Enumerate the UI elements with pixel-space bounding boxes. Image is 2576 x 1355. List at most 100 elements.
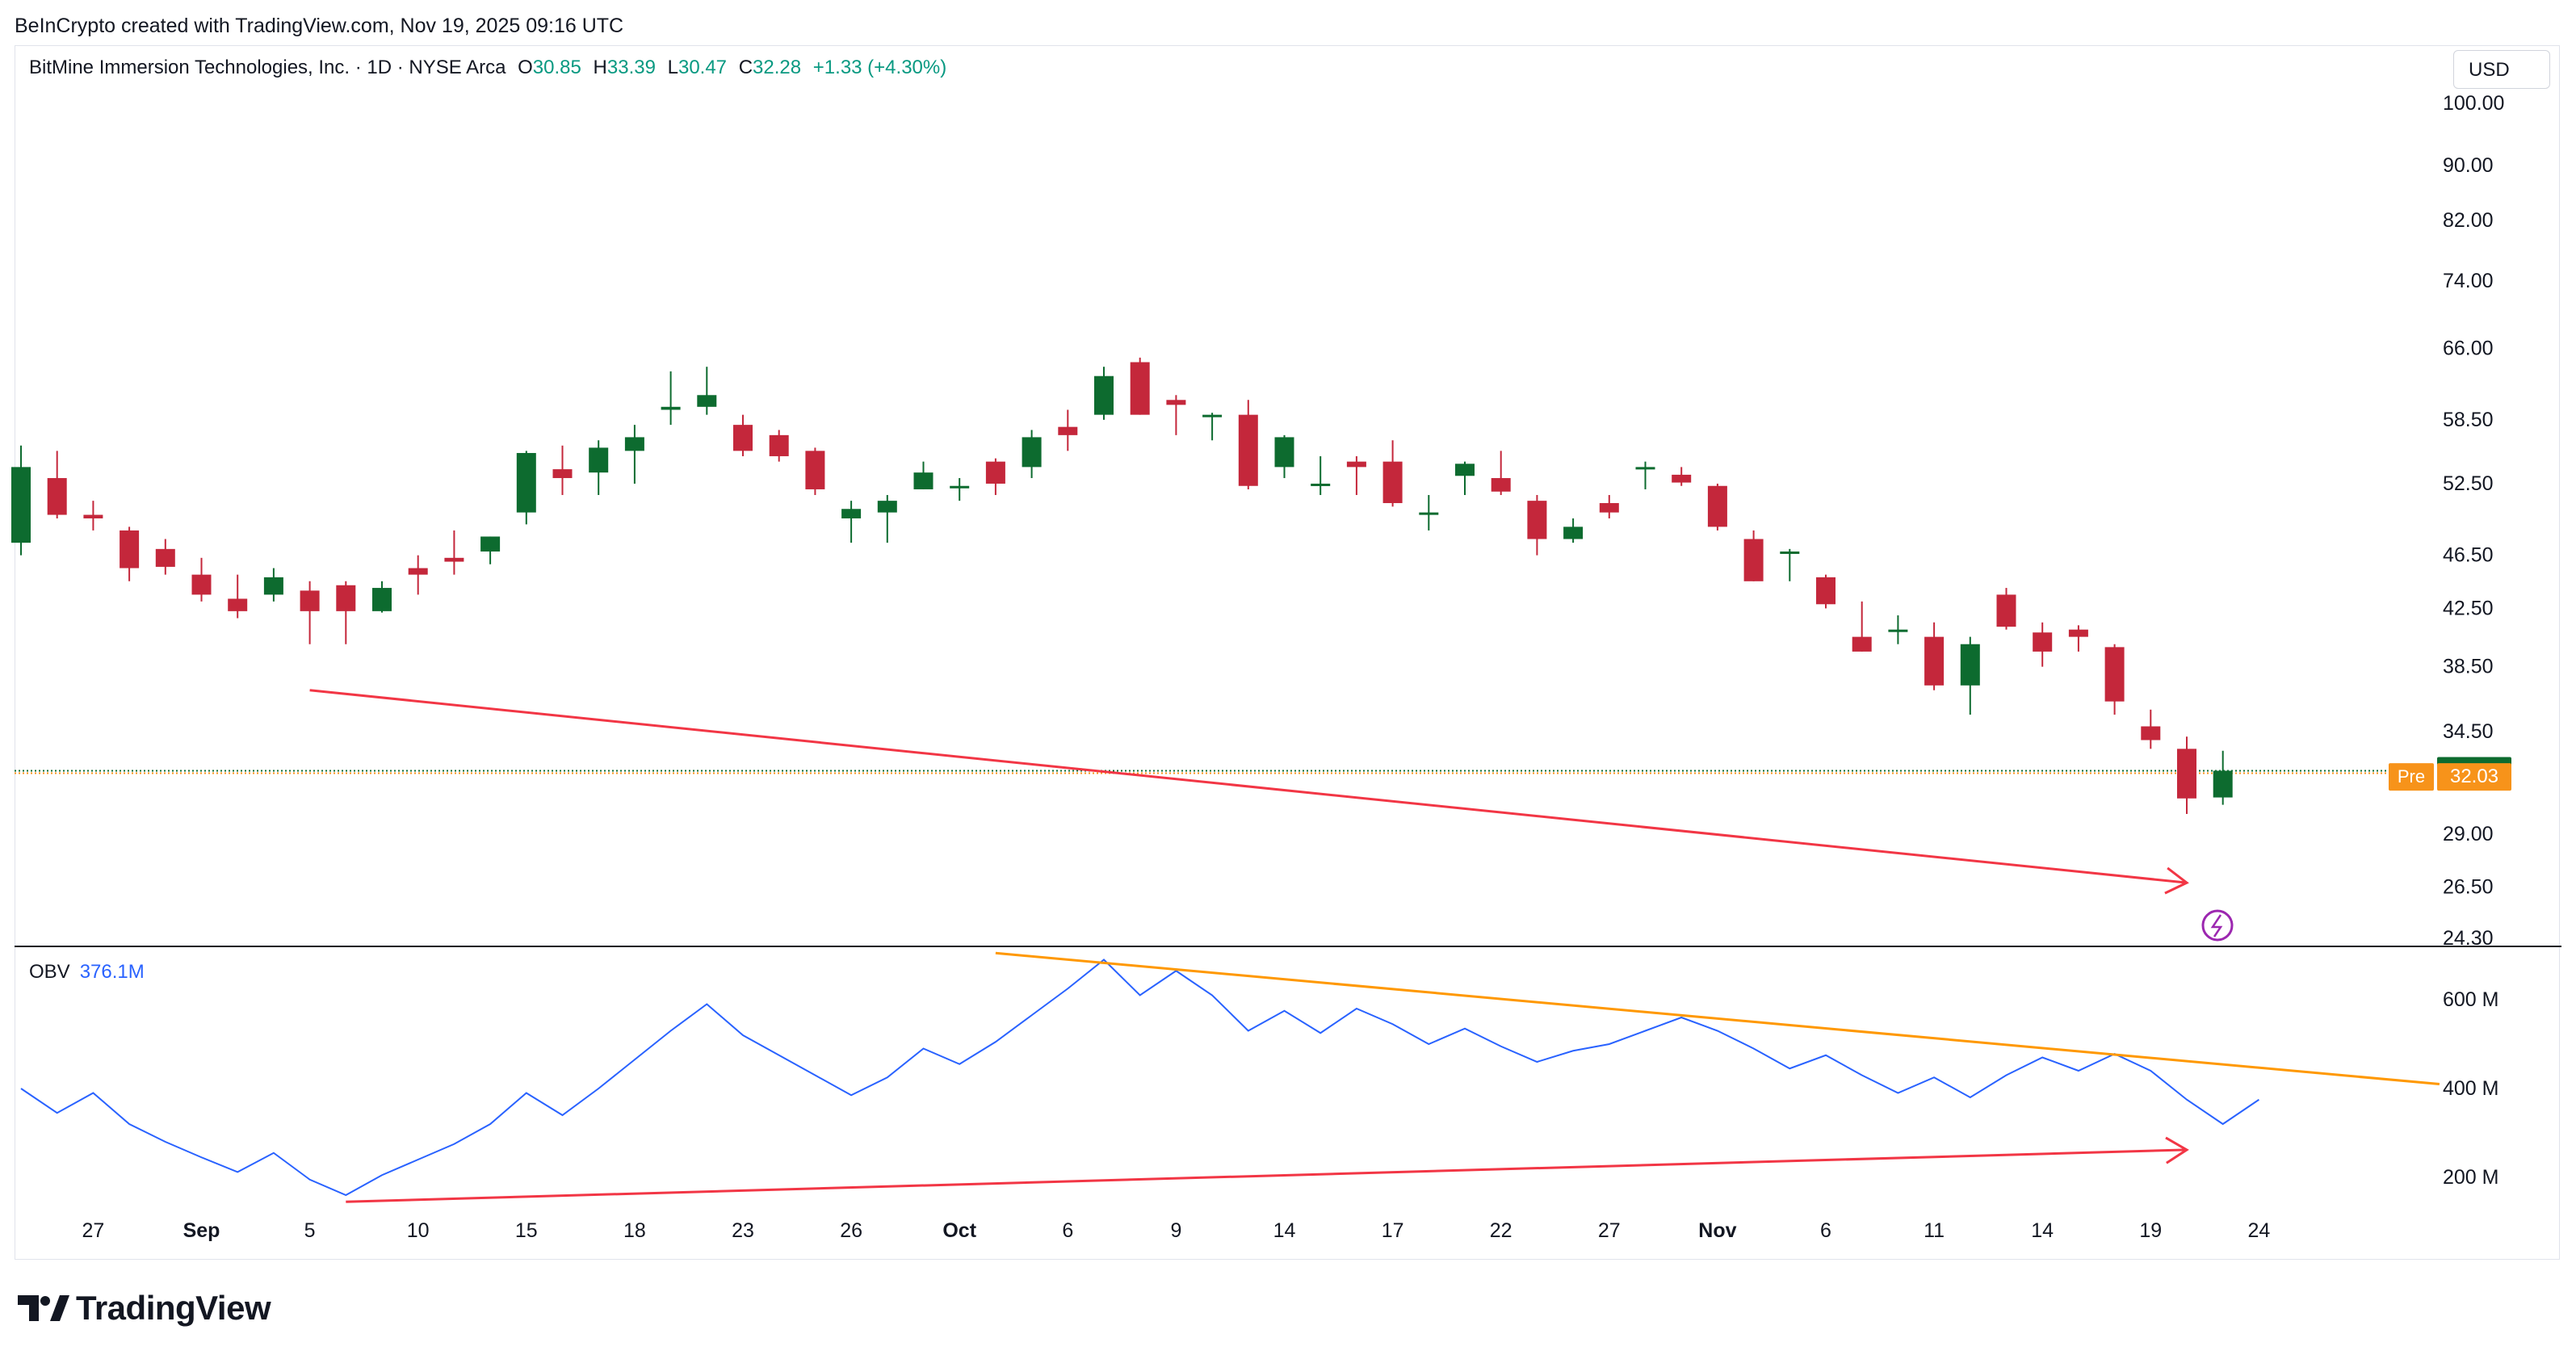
candle-body[interactable] [1491, 478, 1511, 492]
candle-body[interactable] [1672, 474, 1692, 483]
candle-body[interactable] [2104, 647, 2125, 702]
candle-body[interactable] [1094, 375, 1114, 415]
candle-body[interactable] [1058, 426, 1078, 435]
candle-body[interactable] [47, 478, 67, 515]
open-value: 30.85 [532, 57, 581, 78]
candle-body[interactable] [2177, 749, 2196, 799]
obv-axis-tick-label: 400 M [2443, 1077, 2498, 1100]
obv-value: 376.1M [79, 961, 145, 983]
candle-body[interactable] [841, 509, 862, 518]
candle-body[interactable] [1022, 437, 1042, 468]
time-axis-tick-label: Oct [942, 1219, 976, 1242]
candle-body[interactable] [1852, 636, 1872, 652]
tradingview-logo[interactable]: TradingView [18, 1286, 271, 1331]
candle-body[interactable] [589, 447, 609, 473]
obv-axis-tick-label: 200 M [2443, 1166, 2498, 1189]
candle-body[interactable] [444, 557, 464, 562]
candle-body[interactable] [733, 425, 753, 451]
time-axis-tick-label: 14 [2031, 1219, 2054, 1242]
price-axis-tick-label: 24.30 [2443, 927, 2494, 950]
tradingview-logo-icon [18, 1295, 69, 1321]
candle-body[interactable] [408, 568, 428, 575]
candle-body[interactable] [11, 467, 31, 543]
candle-body[interactable] [985, 461, 1005, 484]
event-lightning-icon[interactable] [2201, 909, 2234, 942]
candle-body[interactable] [1238, 414, 1258, 486]
candle-body[interactable] [552, 469, 573, 479]
candle-body[interactable] [1960, 644, 1980, 686]
candle-body[interactable] [480, 536, 501, 552]
price-axis-tick-label: 26.50 [2443, 876, 2494, 899]
price-trendline[interactable] [309, 689, 2188, 884]
candle-body[interactable] [120, 530, 140, 568]
candle-body[interactable] [1924, 636, 1945, 686]
candle-body[interactable] [1996, 594, 2016, 627]
obv-axis-tick-label: 600 M [2443, 988, 2498, 1011]
candle-body[interactable] [2141, 726, 2161, 740]
candle-body[interactable] [1707, 485, 1727, 527]
candle-body[interactable] [1130, 362, 1150, 415]
price-axis-tick-label: 52.50 [2443, 472, 2494, 495]
time-axis-tick-label: 18 [623, 1219, 646, 1242]
candle-body[interactable] [950, 485, 970, 489]
price-axis-tick-label: 74.00 [2443, 270, 2494, 292]
candle-body[interactable] [336, 585, 356, 611]
candle-body[interactable] [2068, 629, 2088, 637]
time-axis-tick-label: 17 [1382, 1219, 1404, 1242]
candle-body[interactable] [1527, 501, 1547, 539]
candle-body[interactable] [913, 472, 933, 489]
candle-body[interactable] [877, 501, 897, 513]
price-axis-tick-label: 46.50 [2443, 544, 2494, 567]
event-lightning-glyph [2210, 914, 2223, 938]
candle-body[interactable] [191, 574, 212, 595]
candle-body[interactable] [661, 406, 681, 410]
close-label: C [738, 57, 753, 78]
candle-body[interactable] [2033, 632, 2053, 652]
candle-body[interactable] [1888, 629, 1908, 632]
candle-body[interactable] [228, 598, 248, 611]
candle-body[interactable] [1346, 461, 1366, 468]
time-axis-tick-label: 10 [407, 1219, 430, 1242]
candle-body[interactable] [769, 434, 789, 456]
obv-support-trendline[interactable] [346, 1148, 2188, 1203]
candle-body[interactable] [1382, 461, 1403, 504]
time-axis-tick-label: 15 [515, 1219, 538, 1242]
candle-body[interactable] [300, 590, 320, 611]
chart-frame[interactable] [15, 45, 2560, 1260]
candle-body[interactable] [1274, 437, 1294, 468]
candle-body[interactable] [263, 577, 283, 595]
candle-body[interactable] [372, 588, 392, 611]
time-axis-tick-label: 6 [1820, 1219, 1831, 1242]
candle-body[interactable] [697, 395, 717, 407]
candle-body[interactable] [1455, 464, 1475, 476]
candle-body[interactable] [1311, 483, 1331, 486]
candle-body[interactable] [2213, 770, 2233, 798]
candle-body[interactable] [1419, 512, 1439, 515]
price-axis-tick-label: 38.50 [2443, 656, 2494, 678]
candle-body[interactable] [1202, 414, 1223, 417]
candle-body[interactable] [1780, 551, 1800, 554]
time-axis-tick-label: Sep [183, 1219, 220, 1242]
candle-body[interactable] [1635, 467, 1655, 470]
open-label: O [518, 57, 533, 78]
candle-body[interactable] [1743, 539, 1764, 581]
obv-label[interactable]: OBV [29, 961, 70, 983]
candle-body[interactable] [1166, 400, 1186, 405]
candle-body[interactable] [624, 437, 644, 451]
time-axis-tick-label: 27 [82, 1219, 104, 1242]
candle-body[interactable] [1816, 577, 1836, 605]
candle-body[interactable] [83, 514, 103, 518]
obv-resistance-trendline[interactable] [995, 951, 2440, 1085]
candle-body[interactable] [516, 452, 536, 513]
time-axis-tick-label: 19 [2139, 1219, 2162, 1242]
time-axis-tick-label: 24 [2247, 1219, 2270, 1242]
candle-body[interactable] [805, 451, 825, 489]
currency-button[interactable]: USD [2453, 50, 2550, 89]
obv-series-line[interactable] [20, 959, 2259, 1197]
low-label: L [667, 57, 678, 78]
symbol-title[interactable]: BitMine Immersion Technologies, Inc. · 1… [29, 57, 506, 78]
candle-body[interactable] [1563, 526, 1584, 539]
candle-body[interactable] [1599, 503, 1619, 513]
candle-body[interactable] [155, 548, 175, 567]
